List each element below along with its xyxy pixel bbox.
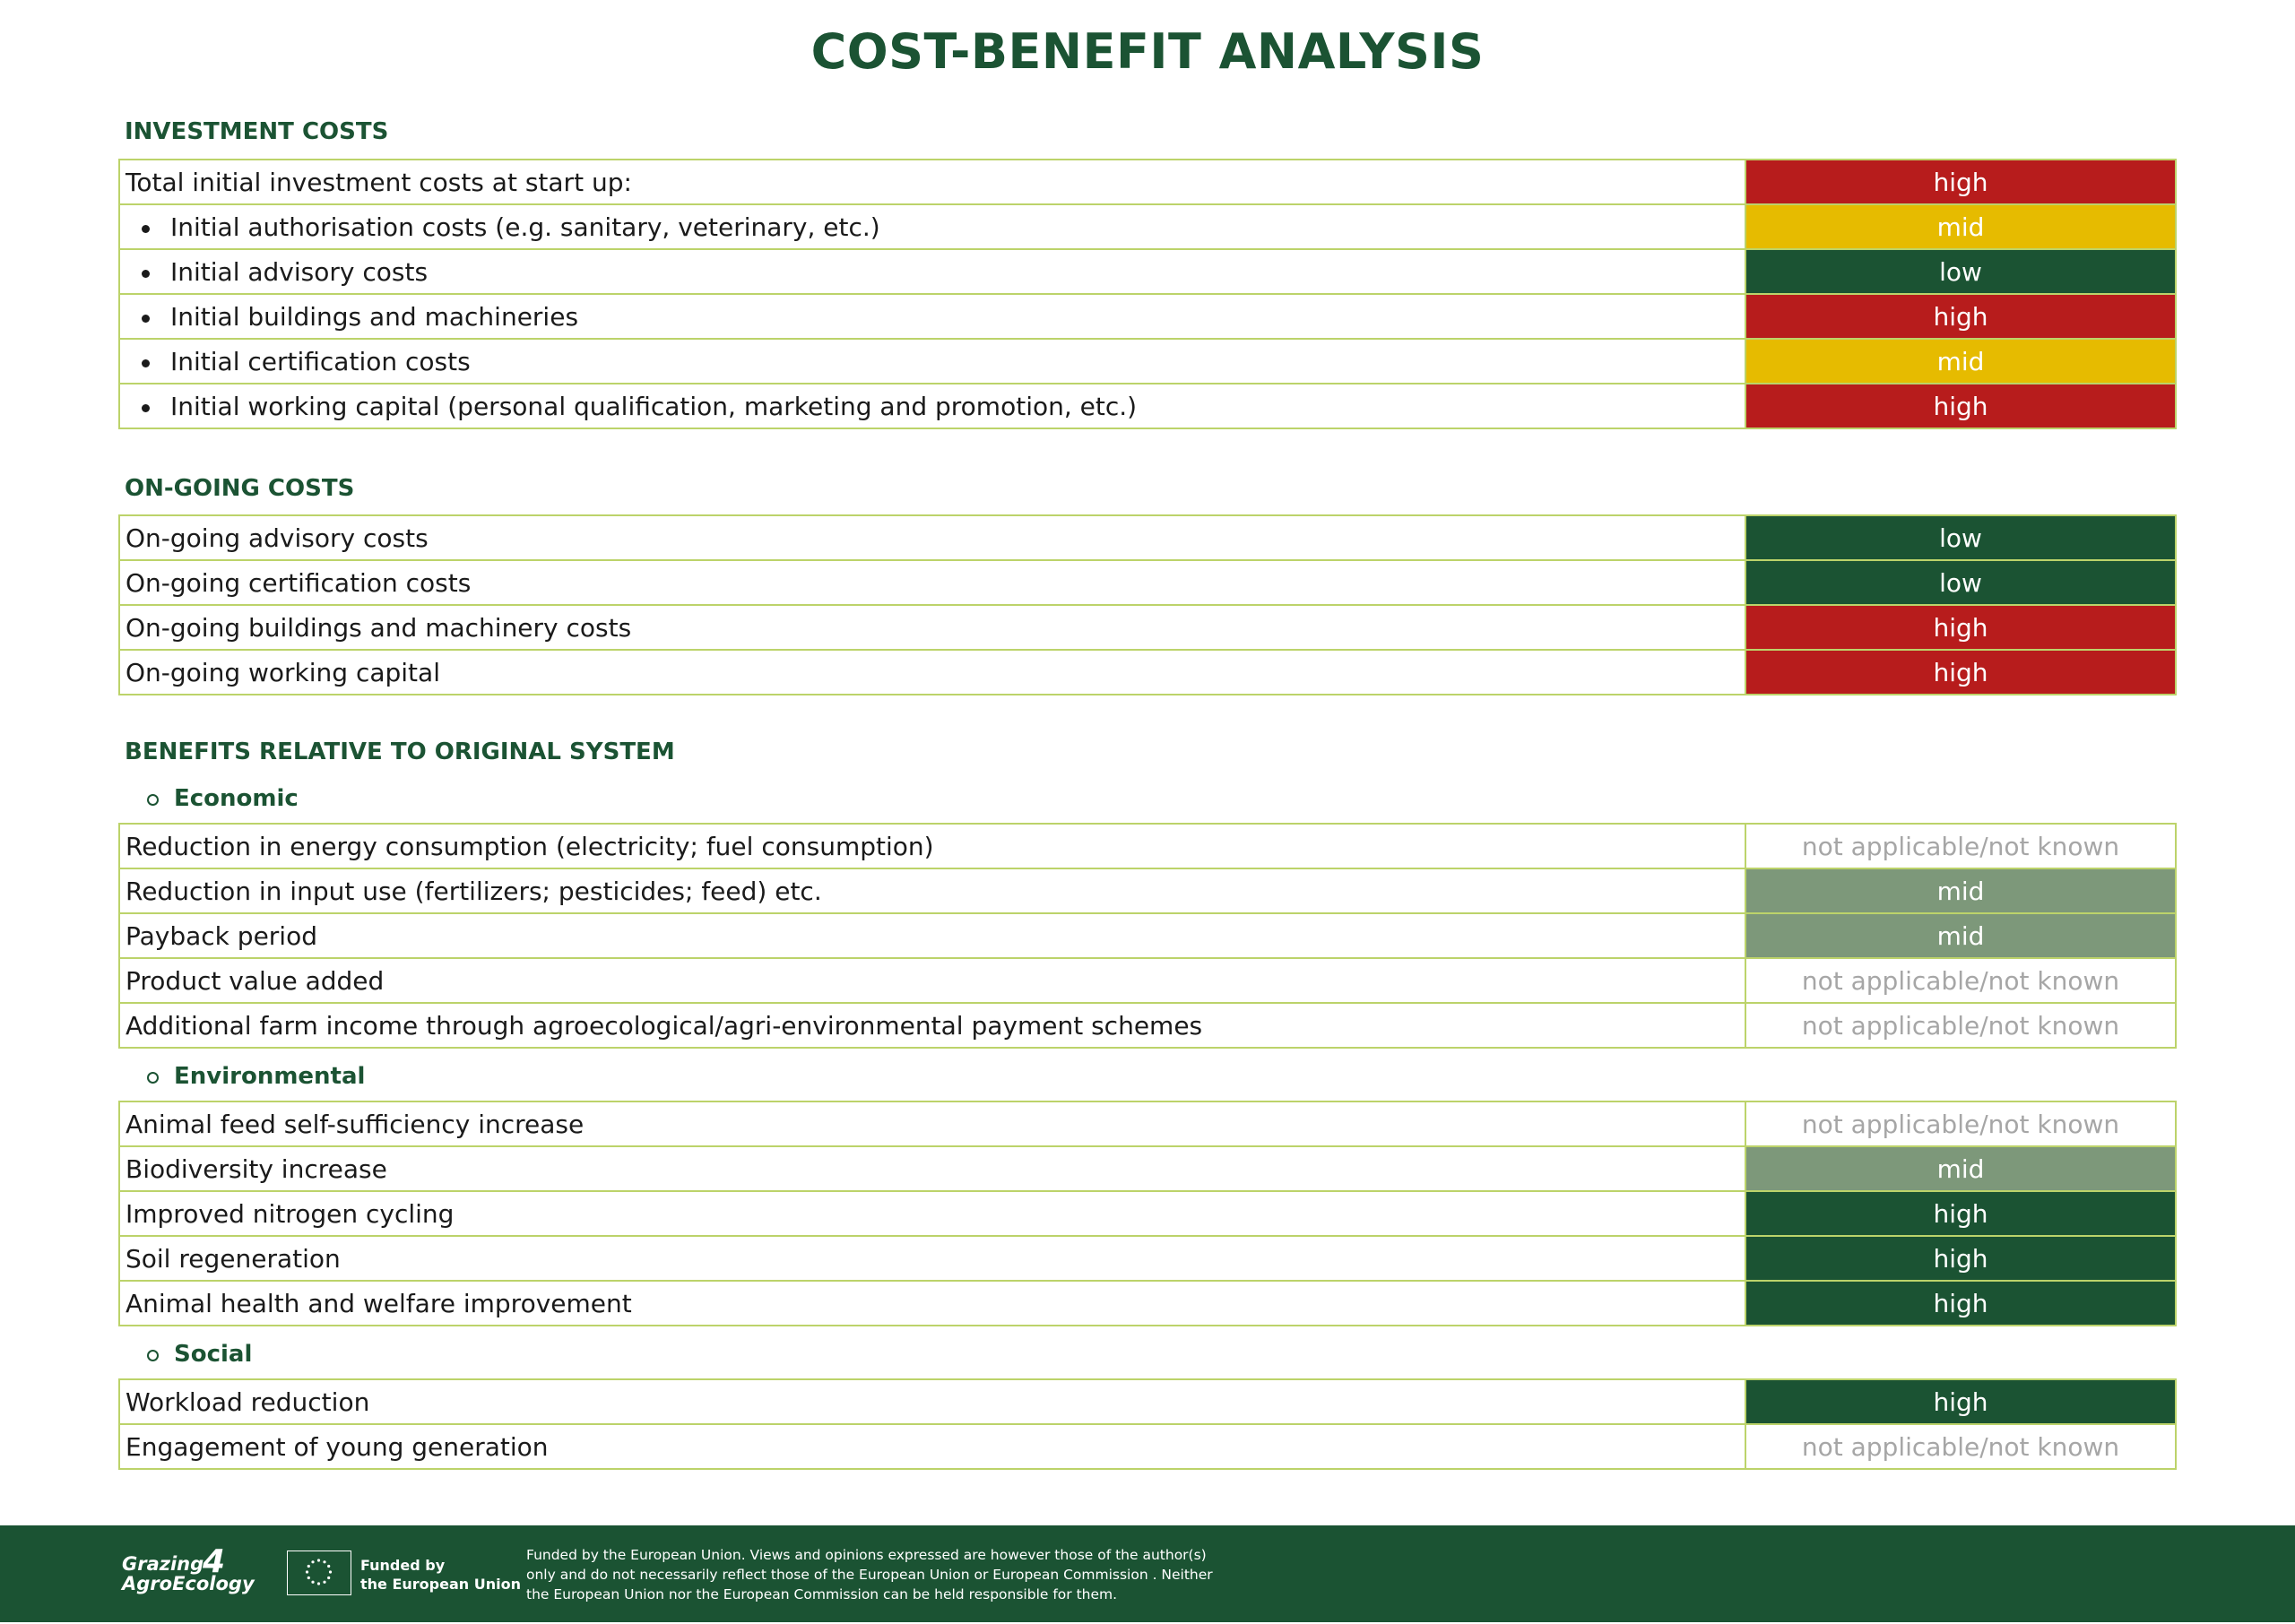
investment-costs-table: Total initial investment costs at start … xyxy=(118,159,2177,429)
table-row: Product value added not applicable/not k… xyxy=(118,957,2177,1004)
row-label: On-going working capital xyxy=(118,649,1746,695)
row-label: Engagement of young generation xyxy=(118,1423,1746,1470)
table-row: On-going certification costs low xyxy=(118,559,2177,606)
table-row: Total initial investment costs at start … xyxy=(118,159,2177,205)
eu-funding-label: Funded by the European Union xyxy=(360,1556,521,1594)
row-label: Animal feed self-sufficiency increase xyxy=(118,1101,1746,1147)
rating-cell: high xyxy=(1745,1190,2177,1237)
investment-costs-heading: INVESTMENT COSTS xyxy=(125,118,389,145)
rating-cell: high xyxy=(1745,1235,2177,1282)
table-row: Animal feed self-sufficiency increase no… xyxy=(118,1101,2177,1147)
rating-cell: low xyxy=(1745,514,2177,561)
disclaimer-line: Funded by the European Union. Views and … xyxy=(526,1547,1207,1563)
rating-cell: mid xyxy=(1745,1145,2177,1192)
row-label: Animal health and welfare improvement xyxy=(118,1280,1746,1326)
table-row: Reduction in energy consumption (electri… xyxy=(118,823,2177,869)
rating-cell: not applicable/not known xyxy=(1745,1002,2177,1049)
row-label: Biodiversity increase xyxy=(118,1145,1746,1192)
logo-line1: Grazing xyxy=(122,1553,204,1575)
row-label: Payback period xyxy=(118,912,1746,959)
row-label: Product value added xyxy=(118,957,1746,1004)
footer-bar: Grazing 4 AgroEcology Funded by the Euro xyxy=(0,1525,2295,1622)
ongoing-costs-heading: ON-GOING COSTS xyxy=(125,475,355,502)
table-row: Payback period mid xyxy=(118,912,2177,959)
eu-stars-icon xyxy=(305,1559,333,1585)
row-label: Total initial investment costs at start … xyxy=(118,159,1746,205)
environmental-benefits-table: Animal feed self-sufficiency increase no… xyxy=(118,1101,2177,1326)
row-label: Workload reduction xyxy=(118,1378,1746,1425)
rating-cell: mid xyxy=(1745,868,2177,914)
eu-line2: the European Union xyxy=(360,1576,521,1593)
disclaimer-line: the European Union nor the European Comm… xyxy=(526,1586,1118,1602)
table-row: Reduction in input use (fertilizers; pes… xyxy=(118,868,2177,914)
logo-line2: AgroEcology xyxy=(122,1573,255,1594)
table-row: Additional farm income through agroecolo… xyxy=(118,1002,2177,1049)
row-label: Initial working capital (personal qualif… xyxy=(118,383,1746,429)
eu-line1: Funded by xyxy=(360,1557,446,1574)
row-label: On-going buildings and machinery costs xyxy=(118,604,1746,651)
row-label: Initial authorisation costs (e.g. sanita… xyxy=(118,203,1746,250)
table-row: On-going buildings and machinery costs h… xyxy=(118,604,2177,651)
economic-heading: Economic xyxy=(147,785,299,812)
table-row: Improved nitrogen cycling high xyxy=(118,1190,2177,1237)
eu-disclaimer: Funded by the European Union. Views and … xyxy=(526,1545,1261,1604)
table-row: Animal health and welfare improvement hi… xyxy=(118,1280,2177,1326)
page-title: COST-BENEFIT ANALYSIS xyxy=(810,23,1485,80)
rating-cell: high xyxy=(1745,1280,2177,1326)
rating-cell: low xyxy=(1745,559,2177,606)
rating-cell: mid xyxy=(1745,203,2177,250)
table-row: Initial buildings and machineries high xyxy=(118,293,2177,340)
table-row: Engagement of young generation not appli… xyxy=(118,1423,2177,1470)
row-label: Initial certification costs xyxy=(118,338,1746,384)
environmental-heading: Environmental xyxy=(146,1063,366,1090)
grazing4agroecology-logo: Grazing 4 AgroEcology xyxy=(122,1543,265,1599)
row-label: Reduction in energy consumption (electri… xyxy=(118,823,1746,869)
row-label: On-going advisory costs xyxy=(118,514,1746,561)
table-row: Initial working capital (personal qualif… xyxy=(118,383,2177,429)
eu-flag-icon xyxy=(287,1551,351,1595)
economic-benefits-table: Reduction in energy consumption (electri… xyxy=(118,823,2177,1049)
table-row: Initial authorisation costs (e.g. sanita… xyxy=(118,203,2177,250)
table-row: Biodiversity increase mid xyxy=(118,1145,2177,1192)
table-row: Initial advisory costs low xyxy=(118,248,2177,295)
row-label: Reduction in input use (fertilizers; pes… xyxy=(118,868,1746,914)
rating-cell: not applicable/not known xyxy=(1745,957,2177,1004)
row-label: Improved nitrogen cycling xyxy=(118,1190,1746,1237)
rating-cell: high xyxy=(1745,159,2177,205)
social-heading: Social xyxy=(146,1341,253,1368)
rating-cell: low xyxy=(1745,248,2177,295)
row-label: Additional farm income through agroecolo… xyxy=(118,1002,1746,1049)
rating-cell: not applicable/not known xyxy=(1745,1101,2177,1147)
social-benefits-table: Workload reduction high Engagement of yo… xyxy=(118,1378,2177,1470)
benefits-heading: BENEFITS RELATIVE TO ORIGINAL SYSTEM xyxy=(125,739,675,765)
rating-cell: mid xyxy=(1745,912,2177,959)
table-row: Initial certification costs mid xyxy=(118,338,2177,384)
rating-cell: mid xyxy=(1745,338,2177,384)
rating-cell: high xyxy=(1745,649,2177,695)
row-label: Initial advisory costs xyxy=(118,248,1746,295)
rating-cell: not applicable/not known xyxy=(1745,823,2177,869)
rating-cell: high xyxy=(1745,293,2177,340)
table-row: Soil regeneration high xyxy=(118,1235,2177,1282)
rating-cell: high xyxy=(1745,1378,2177,1425)
rating-cell: high xyxy=(1745,604,2177,651)
logo-number: 4 xyxy=(203,1543,226,1580)
rating-cell: not applicable/not known xyxy=(1745,1423,2177,1470)
table-row: Workload reduction high xyxy=(118,1378,2177,1425)
row-label: Initial buildings and machineries xyxy=(118,293,1746,340)
disclaimer-line: only and do not necessarily reflect thos… xyxy=(526,1567,1213,1583)
row-label: On-going certification costs xyxy=(118,559,1746,606)
ongoing-costs-table: On-going advisory costs low On-going cer… xyxy=(118,514,2177,695)
rating-cell: high xyxy=(1745,383,2177,429)
table-row: On-going advisory costs low xyxy=(118,514,2177,561)
row-label: Soil regeneration xyxy=(118,1235,1746,1282)
table-row: On-going working capital high xyxy=(118,649,2177,695)
